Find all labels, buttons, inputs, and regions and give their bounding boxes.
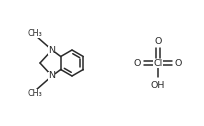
Text: N: N [48,71,55,81]
Text: Cl: Cl [153,58,162,68]
Text: N: N [48,45,55,55]
Text: CH₃: CH₃ [28,88,42,98]
Text: O: O [133,58,141,68]
Text: O: O [174,58,181,68]
Text: O: O [154,37,161,46]
Text: OH: OH [150,81,164,89]
Text: CH₃: CH₃ [28,28,42,38]
